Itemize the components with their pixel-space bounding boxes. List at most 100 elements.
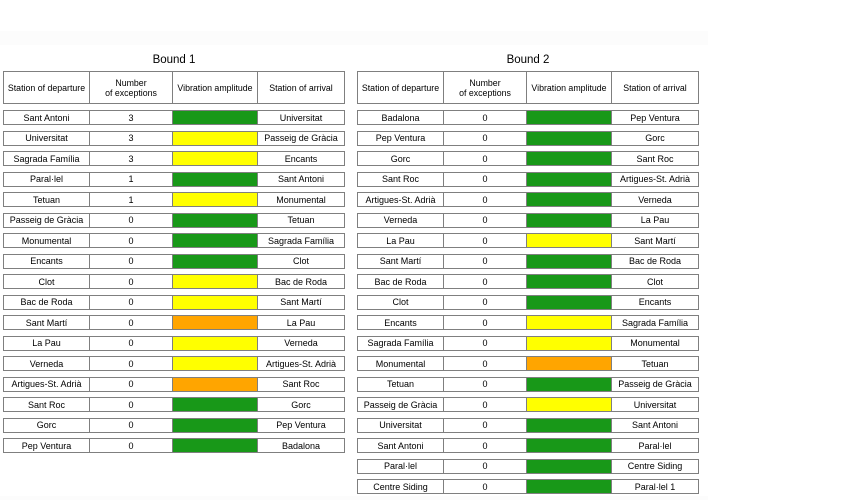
table-row: Universitat 3 Passeig de Gràcia bbox=[3, 130, 345, 146]
amplitude-color-swatch-yellow bbox=[173, 131, 257, 145]
exceptions-cell: 0 bbox=[444, 459, 527, 473]
arrival-cell: Artigues-St. Adrià bbox=[265, 358, 337, 369]
arrival-cell: Sant Martí bbox=[280, 297, 322, 307]
vibration-amplitude-cell bbox=[173, 254, 258, 268]
departure-cell: Sagrada Família bbox=[358, 336, 444, 350]
departure-cell: Encants bbox=[4, 254, 90, 268]
table-title: Bound 2 bbox=[506, 54, 550, 66]
vibration-amplitude-cell bbox=[173, 275, 258, 288]
exceptions-cell: 0 bbox=[444, 316, 527, 329]
exceptions-cell: 0 bbox=[444, 111, 527, 124]
vibration-amplitude-cell bbox=[527, 418, 612, 432]
vibration-amplitude-cell bbox=[173, 316, 258, 329]
amplitude-color-swatch-yellow bbox=[173, 152, 257, 165]
exceptions-cell: 0 bbox=[444, 193, 527, 206]
vibration-amplitude-cell bbox=[527, 316, 612, 329]
departure-cell: Artigues-St. Adrià bbox=[4, 377, 90, 391]
table-row: Bac de Roda 0 Clot bbox=[357, 274, 699, 289]
departure-cell: Gorc bbox=[4, 418, 90, 432]
arrival-cell: Paral·lel 1 bbox=[634, 481, 676, 492]
vibration-amplitude-cell bbox=[527, 193, 612, 206]
table-row: Encants 0 Clot bbox=[3, 253, 345, 269]
table-row: Sagrada Família 0 Monumental bbox=[357, 335, 699, 351]
arrival-cell: Badalona bbox=[281, 440, 321, 451]
departure-cell: Passeig de Gràcia bbox=[358, 398, 444, 411]
arrival-cell: Pep Ventura bbox=[630, 112, 680, 123]
amplitude-color-swatch-green bbox=[173, 111, 257, 124]
exceptions-cell: 0 bbox=[444, 480, 527, 493]
exceptions-cell: 3 bbox=[90, 111, 173, 124]
arrival-cell: Encants bbox=[284, 153, 318, 164]
table-row: Artigues-St. Adrià 0 Verneda bbox=[357, 192, 699, 207]
arrival-cell: Passeig de Gràcia bbox=[264, 133, 338, 143]
amplitude-color-swatch-green bbox=[527, 275, 611, 288]
table-row: Sant Martí 0 La Pau bbox=[3, 315, 345, 330]
departure-cell: Clot bbox=[4, 275, 90, 288]
vibration-amplitude-cell bbox=[527, 480, 612, 493]
vibration-amplitude-cell bbox=[527, 439, 612, 452]
table-row: Tetuan 1 Monumental bbox=[3, 192, 345, 207]
departure-cell: Verneda bbox=[358, 213, 444, 227]
arrival-cell: Pep Ventura bbox=[276, 420, 326, 430]
table-row: Sant Roc 0 Gorc bbox=[3, 397, 345, 412]
table-row: Encants 0 Sagrada Família bbox=[357, 315, 699, 330]
arrival-cell: Sant Antoni bbox=[631, 420, 679, 430]
departure-cell: Sagrada Família bbox=[4, 152, 90, 165]
vibration-amplitude-cell bbox=[527, 254, 612, 268]
exceptions-cell: 1 bbox=[90, 193, 173, 206]
amplitude-color-swatch-green bbox=[527, 131, 611, 145]
arrival-cell: Centre Siding bbox=[627, 461, 683, 471]
exceptions-cell: 0 bbox=[444, 377, 527, 391]
amplitude-color-swatch-green bbox=[527, 480, 611, 493]
arrival-cell: Bac de Roda bbox=[274, 276, 328, 287]
column-header-arrival: Station of arrival bbox=[269, 82, 333, 93]
vibration-amplitude-cell bbox=[527, 172, 612, 186]
departure-cell: Monumental bbox=[4, 234, 90, 247]
table-row: Gorc 0 Sant Roc bbox=[357, 151, 699, 166]
exceptions-cell: 3 bbox=[90, 152, 173, 165]
departure-cell: Sant Martí bbox=[358, 254, 444, 268]
amplitude-color-swatch-yellow bbox=[527, 316, 611, 329]
table-row: Passeig de Gràcia 0 Universitat bbox=[357, 397, 699, 412]
vibration-amplitude-cell bbox=[173, 172, 258, 186]
arrival-cell: Artigues-St. Adrià bbox=[619, 174, 691, 184]
table-row: Bac de Roda 0 Sant Martí bbox=[3, 294, 345, 310]
table-row: Sant Roc 0 Artigues-St. Adrià bbox=[357, 171, 699, 187]
vibration-amplitude-cell bbox=[173, 131, 258, 145]
amplitude-color-swatch-yellow bbox=[173, 336, 257, 350]
table-row: Paral·lel 1 Sant Antoni bbox=[3, 171, 345, 187]
table-row: Sagrada Família 3 Encants bbox=[3, 151, 345, 166]
exceptions-cell: 0 bbox=[444, 418, 527, 432]
exceptions-cell: 0 bbox=[444, 357, 527, 370]
vibration-amplitude-cell bbox=[173, 152, 258, 165]
exceptions-cell: 0 bbox=[90, 295, 173, 309]
table-row: La Pau 0 Verneda bbox=[3, 335, 345, 351]
exceptions-cell: 0 bbox=[90, 213, 173, 227]
table-row: Passeig de Gràcia 0 Tetuan bbox=[3, 212, 345, 228]
table-row: Gorc 0 Pep Ventura bbox=[3, 417, 345, 433]
arrival-cell: Passeig de Gràcia bbox=[618, 379, 692, 389]
amplitude-color-swatch-yellow bbox=[527, 234, 611, 247]
arrival-cell: Paral·lel bbox=[638, 440, 672, 451]
exceptions-cell: 0 bbox=[90, 275, 173, 288]
arrival-cell: Universitat bbox=[279, 112, 323, 123]
departure-cell: Encants bbox=[358, 316, 444, 329]
exceptions-cell: 0 bbox=[90, 316, 173, 329]
amplitude-color-swatch-green bbox=[527, 152, 611, 165]
arrival-cell: Universitat bbox=[633, 399, 677, 410]
arrival-cell: Verneda bbox=[638, 194, 672, 205]
departure-cell: Universitat bbox=[4, 131, 90, 145]
departure-cell: Passeig de Gràcia bbox=[4, 213, 90, 227]
table-row: Universitat 0 Sant Antoni bbox=[357, 417, 699, 433]
table-row: Sant Antoni 3 Universitat bbox=[3, 110, 345, 125]
exceptions-cell: 0 bbox=[444, 439, 527, 452]
vibration-amplitude-cell bbox=[527, 398, 612, 411]
table-row: Centre Siding 0 Paral·lel 1 bbox=[357, 479, 699, 494]
vibration-amplitude-cell bbox=[173, 357, 258, 370]
amplitude-color-swatch-yellow bbox=[173, 275, 257, 288]
vibration-amplitude-cell bbox=[173, 398, 258, 411]
vibration-amplitude-cell bbox=[527, 377, 612, 391]
table-row: Clot 0 Encants bbox=[357, 294, 699, 310]
exceptions-cell: 0 bbox=[444, 275, 527, 288]
vibration-amplitude-cell bbox=[173, 336, 258, 350]
